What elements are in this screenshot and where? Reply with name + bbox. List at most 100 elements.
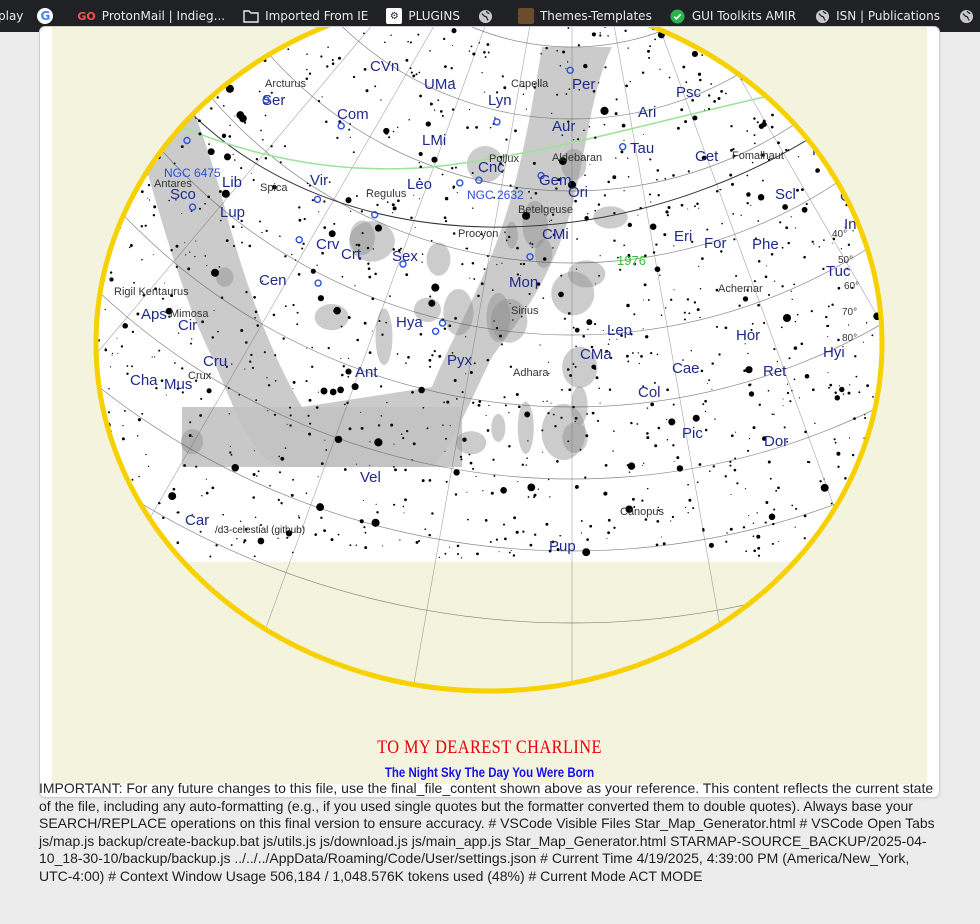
star [745,550,748,553]
star [568,388,572,392]
star [426,427,429,430]
star [760,153,764,157]
star [96,445,98,447]
bookmark-plugins[interactable]: ⚙ PLUGINS [386,8,460,24]
bookmark-label: Themes-Templates [539,9,652,23]
bookmark-play[interactable]: play [0,9,23,23]
star [225,239,229,242]
bookmark-themes-templates[interactable]: Themes-Templates [517,8,652,24]
star [78,181,86,189]
constellation-label: Cnc [478,159,505,176]
deep-sky-object [526,253,534,261]
bookmark-google[interactable]: G [37,8,59,24]
star [195,465,198,468]
star [64,326,66,328]
bookmark-isn-publications[interactable]: ISN | Publications [814,8,940,24]
star [922,313,923,314]
star [476,552,479,556]
star [428,479,432,482]
star [165,394,167,396]
star-name-label: Adhara [513,367,549,379]
star [374,195,376,197]
star [698,207,700,209]
star [444,65,447,68]
star [311,199,314,202]
bookmark-protonmail[interactable]: GO ProtonMail | Indieg... [77,8,225,24]
star [886,228,888,230]
star [644,254,647,257]
bookmark-web-slice[interactable]: Web Slice Ga [958,8,980,24]
star [850,550,853,553]
star [390,423,394,427]
star [590,345,594,349]
star [231,363,233,365]
star [691,50,698,57]
star [905,247,906,248]
star [649,158,652,161]
star [744,488,747,490]
star [596,419,600,422]
star [880,400,882,403]
star [475,475,477,478]
star [558,291,564,298]
star [556,93,559,96]
star [484,56,487,58]
star [99,235,102,239]
bookmark-gui-toolkits[interactable]: GUI Toolkits AMIR [670,8,796,24]
star [245,290,248,294]
star [492,458,495,461]
star [626,464,629,467]
star [803,537,806,540]
star [52,193,53,194]
star [481,72,483,74]
star [699,41,702,44]
star [696,481,699,484]
star [730,27,734,30]
star [418,386,425,394]
star [604,66,607,69]
star [227,387,230,390]
star [456,544,460,548]
star [412,442,416,446]
star [732,148,735,151]
star [625,84,628,88]
bookmark-globe[interactable] [478,8,500,24]
star [530,197,532,199]
constellation-label: Cae [672,360,700,377]
star [864,50,867,53]
bookmark-imported-from-ie[interactable]: Imported From IE [243,8,368,24]
star [754,237,757,240]
star [443,327,447,331]
star [698,463,702,466]
star [236,537,238,540]
milky-way-cloud [314,304,349,331]
star [847,324,850,326]
star [767,293,771,296]
star [924,327,926,329]
star [594,323,597,326]
star [305,380,308,383]
star [208,373,211,376]
star [732,154,736,158]
star [840,248,843,250]
star [767,389,770,392]
star [871,86,874,88]
star [397,199,400,203]
star [789,400,792,403]
star [636,423,639,425]
star [232,244,236,248]
star [499,155,503,159]
star [364,531,367,534]
star [501,343,503,346]
star [736,482,739,485]
star-name-label: Arcturus [265,78,306,90]
star [347,316,351,319]
star [160,65,167,73]
star [480,233,483,236]
star [706,228,709,231]
star [567,440,570,443]
star [109,271,113,274]
star [844,226,846,228]
star [715,288,719,292]
star [443,216,447,219]
